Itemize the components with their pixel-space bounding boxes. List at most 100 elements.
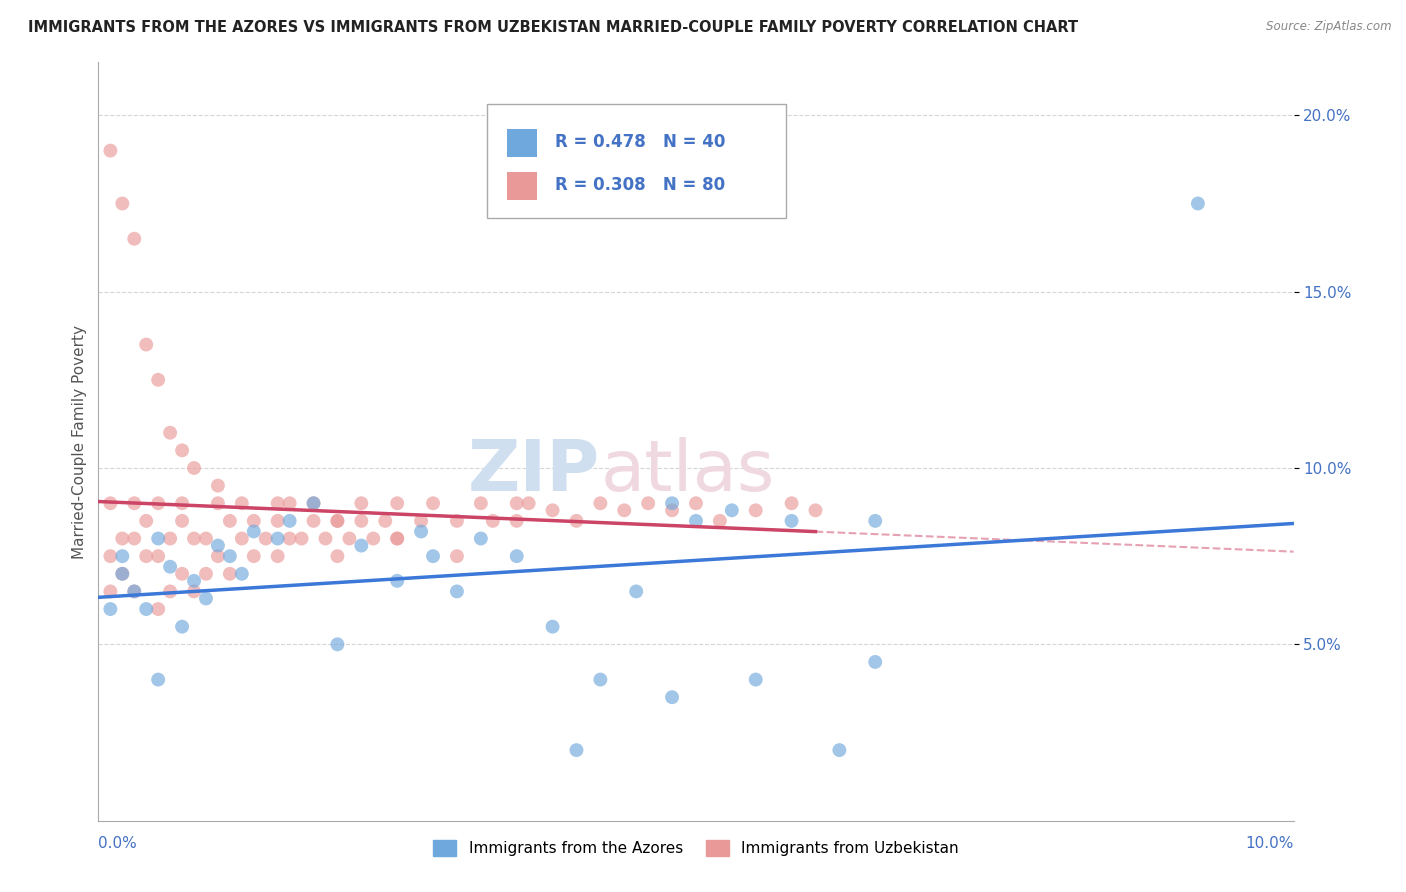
Point [828,743,851,757]
Point [159,425,181,440]
Text: atlas: atlas [600,437,775,507]
Text: 10.0%: 10.0% [1246,836,1294,851]
Point [243,524,266,539]
Point [315,532,337,546]
Point [865,514,887,528]
Point [111,532,134,546]
Point [385,574,409,588]
Point [148,373,170,387]
Point [98,584,122,599]
Point [446,514,468,528]
Point [207,478,229,492]
Point [745,673,768,687]
Point [111,566,134,581]
Point [589,496,612,510]
Text: R = 0.308   N = 80: R = 0.308 N = 80 [555,177,725,194]
Point [278,496,301,510]
Point [195,532,218,546]
Point [135,337,157,351]
Point [231,532,253,546]
FancyBboxPatch shape [486,104,786,218]
Point [267,514,290,528]
Point [148,496,170,510]
Text: ZIP: ZIP [468,437,600,507]
Point [470,496,492,510]
Point [243,514,266,528]
Point [326,514,349,528]
Point [385,532,409,546]
Point [613,503,636,517]
Point [1187,196,1209,211]
Point [267,549,290,563]
Point [219,549,242,563]
Point [506,514,529,528]
Point [302,514,325,528]
Point [243,549,266,563]
Point [661,503,683,517]
Point [626,584,648,599]
Point [278,532,301,546]
Point [195,566,218,581]
Point [291,532,314,546]
Point [172,566,194,581]
Point [565,743,588,757]
Point [124,584,146,599]
Point [148,549,170,563]
Point [446,584,468,599]
Point [541,503,564,517]
Point [637,496,659,510]
Point [589,673,612,687]
Point [374,514,396,528]
Point [517,496,540,510]
Point [339,532,361,546]
Point [195,591,218,606]
Point [207,496,229,510]
Point [302,496,325,510]
Point [98,602,122,616]
Point [135,549,157,563]
Point [721,503,744,517]
Legend: Immigrants from the Azores, Immigrants from Uzbekistan: Immigrants from the Azores, Immigrants f… [427,834,965,863]
Point [124,496,146,510]
Point [254,532,277,546]
Point [385,532,409,546]
Point [135,514,157,528]
Text: R = 0.478   N = 40: R = 0.478 N = 40 [555,133,725,151]
Text: Source: ZipAtlas.com: Source: ZipAtlas.com [1267,20,1392,33]
Point [159,559,181,574]
Point [172,443,194,458]
Point [172,620,194,634]
Point [183,574,205,588]
Point [267,532,290,546]
Point [302,496,325,510]
Point [506,496,529,510]
Point [124,532,146,546]
Point [780,514,803,528]
Point [183,532,205,546]
Point [267,496,290,510]
FancyBboxPatch shape [508,172,537,201]
Point [685,496,707,510]
Point [148,673,170,687]
Point [661,496,683,510]
Point [565,514,588,528]
Point [172,496,194,510]
Point [804,503,827,517]
Point [183,584,205,599]
Point [709,514,731,528]
Point [207,549,229,563]
Point [98,496,122,510]
Point [124,232,146,246]
Point [172,514,194,528]
Point [326,549,349,563]
Point [159,584,181,599]
Point [745,503,768,517]
Point [207,539,229,553]
Text: 0.0%: 0.0% [98,836,138,851]
FancyBboxPatch shape [508,128,537,157]
Point [183,461,205,475]
Point [350,496,373,510]
Y-axis label: Married-Couple Family Poverty: Married-Couple Family Poverty [72,325,87,558]
Point [506,549,529,563]
Point [135,602,157,616]
